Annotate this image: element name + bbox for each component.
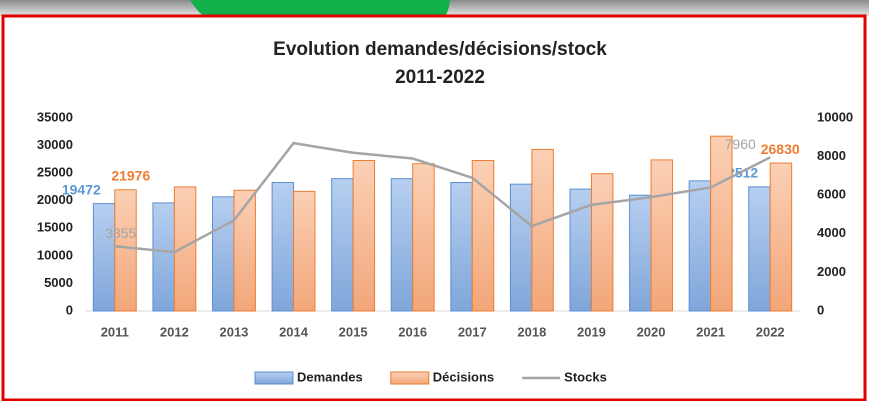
bar [331,178,354,312]
bar [233,189,256,312]
bar [212,196,235,312]
legend-swatch [254,371,294,385]
bar [710,135,733,312]
data-label: 7960 [725,136,756,152]
y-tick-label: 25000 [37,165,73,180]
x-tick-label: 2021 [696,324,725,339]
y-tick-label: 35000 [37,109,73,124]
x-tick-label: 2016 [398,324,427,339]
y2-tick-label: 10000 [817,109,853,124]
bar [688,180,712,312]
legend-label: Décisions [433,369,494,384]
y2-tick-label: 6000 [817,187,846,202]
y-tick-label: 30000 [37,137,73,152]
bar [412,163,435,312]
data-label: 21976 [111,168,150,184]
y2-tick-label: 4000 [817,225,846,240]
x-tick-label: 2015 [339,324,368,339]
y-tick-label: 5000 [44,275,73,290]
y2-tick-label: 0 [817,302,824,317]
bar [92,203,116,312]
legend-label: Demandes [297,369,363,384]
x-tick-label: 2019 [577,324,606,339]
y2-tick-label: 2000 [817,264,846,279]
bar [590,173,614,312]
bar [293,190,316,312]
y-tick-label: 15000 [37,220,73,235]
bar [450,182,473,312]
y-tick-label: 20000 [37,192,73,207]
bar [748,186,771,312]
y2-tick-label: 8000 [817,148,846,163]
chart-subtitle: 2011-2022 [395,67,485,88]
bar [531,148,554,312]
line [114,141,771,254]
x-tick-label: 2011 [101,324,129,339]
x-tick-label: 2013 [219,324,248,339]
bar [509,183,533,312]
x-tick-label: 2012 [160,324,189,339]
bar [271,182,295,312]
data-label: 19472 [62,181,101,197]
data-label: 3355 [105,225,136,241]
legend-swatch [390,371,430,385]
bar [650,159,673,312]
bar [769,162,793,312]
bar [629,194,652,312]
x-tick-label: 2014 [279,324,309,339]
bar [471,159,495,312]
data-label: 26830 [761,141,800,157]
x-tick-label: 2022 [756,324,785,339]
x-tick-label: 2020 [637,324,666,339]
y-tick-label: 0 [66,302,73,317]
bar [352,159,376,312]
bar [114,189,137,312]
bar [152,202,175,312]
chart-title: Evolution demandes/décisions/stock [273,39,607,60]
x-tick-label: 2017 [458,324,487,339]
y-tick-label: 10000 [37,247,73,262]
x-tick-label: 2018 [517,324,546,339]
bar [390,178,414,312]
legend-label: Stocks [564,369,607,384]
bar [173,186,197,312]
